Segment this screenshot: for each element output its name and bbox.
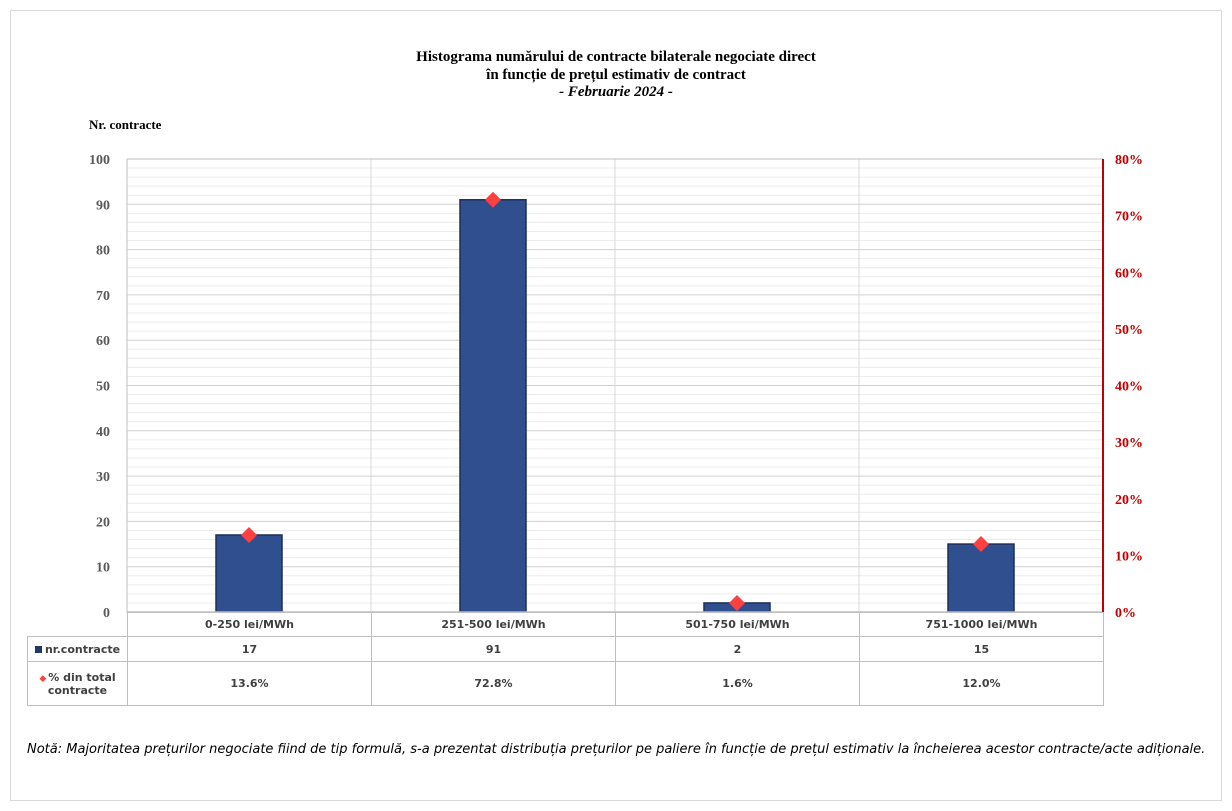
bar	[215, 534, 283, 613]
percent-marker	[241, 526, 257, 543]
y-tick-label: 90	[96, 198, 110, 213]
y2-tick-label: 30%	[1115, 436, 1143, 451]
legend-marker-series: ◆% din total contracte	[27, 661, 128, 706]
y2-tick-label: 50%	[1115, 323, 1143, 338]
category-label: 0-250 lei/MWh	[127, 612, 372, 637]
bar-value-cell: 2	[615, 636, 860, 662]
y-tick-label: 60	[96, 334, 110, 349]
category-label: 251-500 lei/MWh	[371, 612, 616, 637]
y-tick-label: 80	[96, 244, 110, 259]
percent-value-cell: 1.6%	[615, 661, 860, 706]
y-tick-label: 10	[96, 561, 110, 576]
legend-bar-label: nr.contracte	[44, 642, 121, 656]
chart-title-line-2: în funcție de prețul estimativ de contra…	[486, 67, 746, 83]
table-corner	[27, 612, 128, 637]
y2-tick-labels: 0% 10% 20% 30% 40% 50% 60% 70% 80%	[1115, 153, 1143, 621]
y2-tick-label: 40%	[1115, 380, 1143, 395]
y-tick-label: 100	[89, 153, 110, 168]
bar-value-cell: 91	[371, 636, 616, 662]
y2-tick-label: 20%	[1115, 493, 1143, 508]
category-label: 501-750 lei/MWh	[615, 612, 860, 637]
legend-marker-label: % din total contracte	[47, 670, 116, 697]
chart-title-line-1: Histograma numărului de contracte bilate…	[416, 49, 816, 65]
data-table: 0-250 lei/MWh 251-500 lei/MWh 501-750 le…	[27, 612, 1104, 706]
y2-tick-label: 0%	[1115, 606, 1136, 621]
y-tick-label: 70	[96, 289, 110, 304]
diamond-legend-icon: ◆	[39, 673, 47, 684]
y2-tick-label: 80%	[1115, 153, 1143, 168]
y-axis-label: Nr. contracte	[89, 117, 162, 132]
footnote: Notă: Majoritatea prețurilor negociate f…	[27, 742, 1206, 757]
y2-tick-label: 70%	[1115, 210, 1143, 225]
y-tick-label: 40	[96, 425, 110, 440]
y2-tick-label: 60%	[1115, 266, 1143, 281]
grid-lines	[127, 158, 1103, 613]
legend-bar-series: nr.contracte	[27, 636, 128, 662]
y-tick-label: 20	[96, 515, 110, 530]
bar	[459, 199, 527, 613]
chart-frame	[10, 10, 1222, 801]
bar-value-cell: 17	[127, 636, 372, 662]
bar	[947, 543, 1015, 613]
percent-marker	[485, 191, 501, 208]
percent-value-cell: 12.0%	[859, 661, 1104, 706]
markers	[241, 191, 989, 611]
y-tick-label: 50	[96, 380, 110, 395]
y-tick-label: 30	[96, 470, 110, 485]
percent-marker	[973, 536, 989, 553]
bar-legend-swatch	[34, 646, 42, 653]
bar-value-cell: 15	[859, 636, 1104, 662]
percent-marker	[729, 594, 745, 611]
category-label: 751-1000 lei/MWh	[859, 612, 1104, 637]
chart-title-line-3: - Februarie 2024 -	[559, 84, 673, 100]
y2-tick-label: 10%	[1115, 549, 1143, 564]
percent-value-cell: 72.8%	[371, 661, 616, 706]
percent-value-cell: 13.6%	[127, 661, 372, 706]
